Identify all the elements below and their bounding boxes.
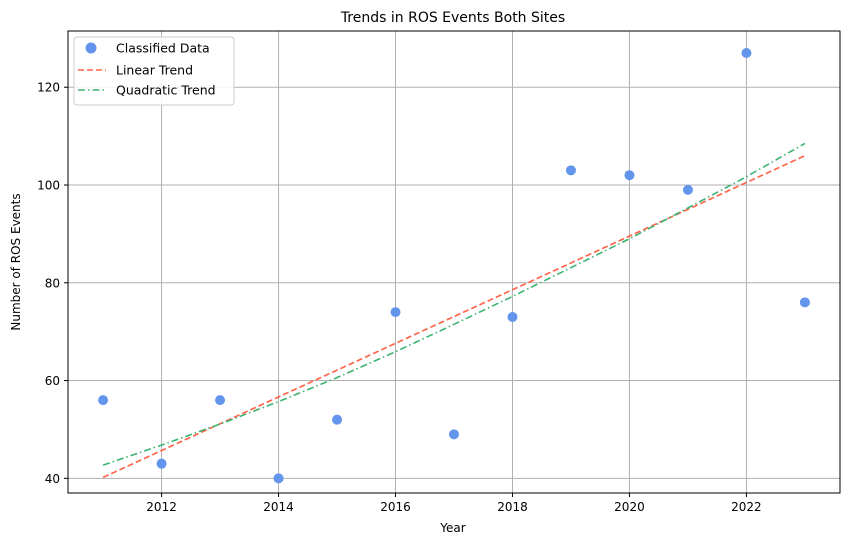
linear-trend-line: [102, 154, 806, 479]
data-point: [156, 458, 167, 469]
data-points: [98, 48, 810, 484]
data-point: [624, 170, 635, 181]
data-point: [98, 395, 109, 406]
data-point: [273, 473, 284, 484]
x-tick-label: 2012: [146, 500, 177, 514]
x-tick-label: 2020: [614, 500, 645, 514]
x-axis-label: Year: [439, 521, 465, 535]
data-point: [332, 414, 343, 425]
y-tick-label: 60: [45, 374, 60, 388]
legend: Classified Data Linear Trend Quadratic T…: [73, 36, 235, 106]
y-axis-label: Number of ROS Events: [9, 193, 23, 330]
legend-box: [73, 36, 235, 106]
y-tick-label: 80: [45, 276, 60, 290]
data-point: [682, 184, 693, 195]
x-tick-label: 2014: [263, 500, 294, 514]
plot-frame: [67, 30, 841, 494]
data-point: [449, 429, 459, 440]
legend-label-classified-data: Classified Data: [116, 41, 210, 56]
quadratic-trend-line: [102, 142, 806, 466]
data-point: [741, 48, 752, 58]
axis-ticks: 2012 2014 2016 2018 2020 2022 40 60 80 100 120: [37, 81, 762, 514]
legend-marker-classified-data: [85, 42, 97, 54]
data-point: [799, 297, 810, 308]
y-tick-label: 100: [37, 179, 60, 193]
y-tick-label: 40: [45, 472, 60, 486]
legend-label-quadratic-trend: Quadratic Trend: [116, 83, 216, 98]
x-tick-label: 2022: [731, 500, 762, 514]
y-tick-label: 120: [37, 81, 60, 95]
x-tick-label: 2016: [380, 500, 411, 514]
x-tick-label: 2018: [497, 500, 528, 514]
data-point: [507, 312, 518, 322]
data-point: [215, 395, 226, 406]
data-point: [565, 165, 576, 176]
data-point: [390, 307, 401, 318]
trend-lines: [102, 142, 806, 479]
legend-label-linear-trend: Linear Trend: [116, 63, 193, 78]
chart-title: Trends in ROS Events Both Sites: [340, 10, 565, 26]
